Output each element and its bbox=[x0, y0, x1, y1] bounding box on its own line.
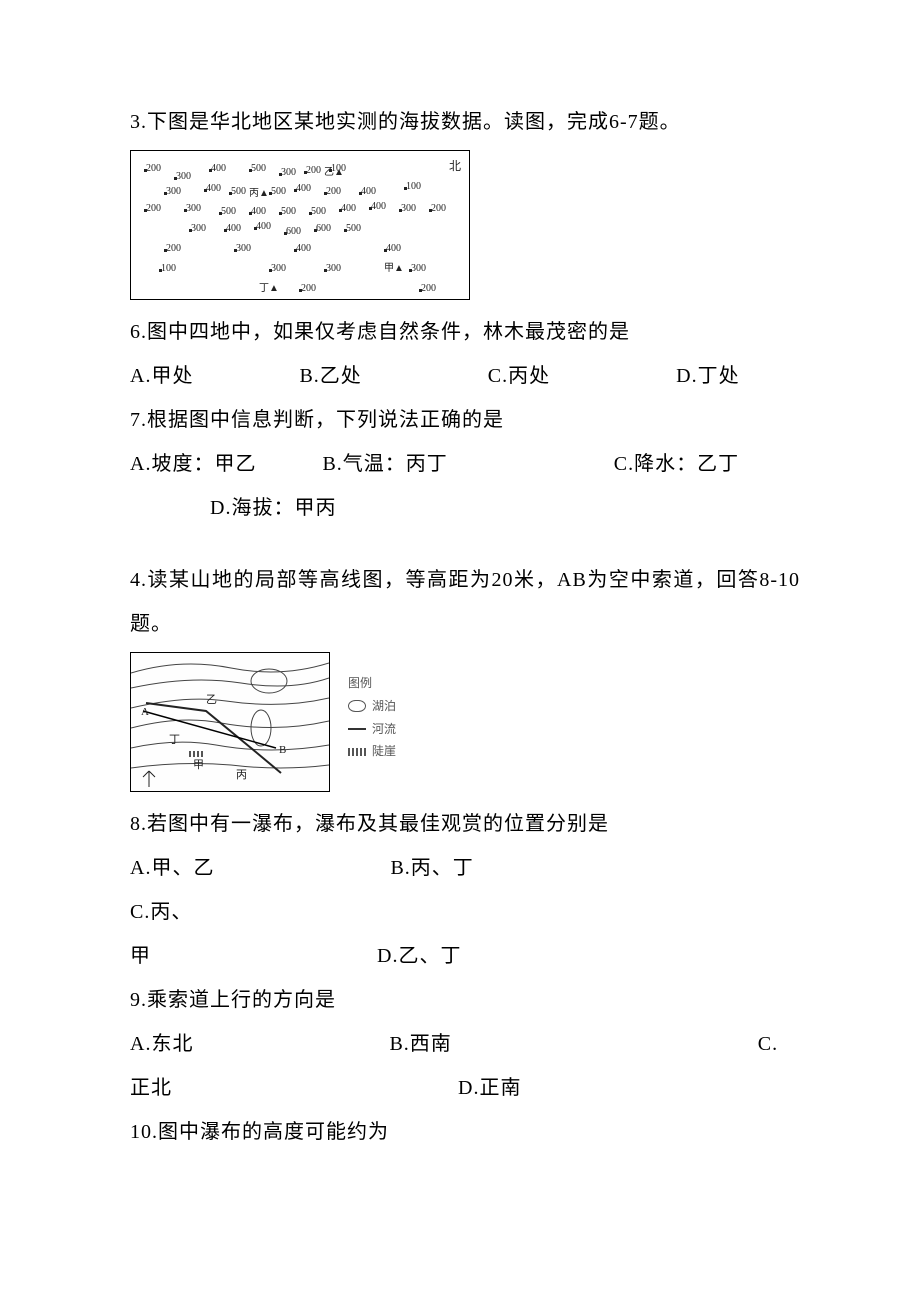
elevation-value: 400 bbox=[341, 203, 356, 214]
legend-lake: 湖泊 bbox=[372, 695, 396, 718]
north-label: 北 bbox=[449, 157, 461, 174]
q8-options-1: A.甲、乙 B.丙、丁 C.丙、 bbox=[130, 846, 800, 934]
q6-opt-a[interactable]: A.甲处 bbox=[130, 354, 193, 398]
q3-stem: 3.下图是华北地区某地实测的海拔数据。读图，完成6-7题。 bbox=[130, 100, 800, 144]
q6-opt-d[interactable]: D.丁处 bbox=[676, 354, 739, 398]
elevation-value: 200 bbox=[166, 243, 181, 254]
q8-opt-d[interactable]: D.乙、丁 bbox=[377, 934, 461, 978]
q9-options-1: A.东北 B.西南 C. bbox=[130, 1022, 800, 1066]
q7-opt-c[interactable]: C.降水：乙丁 bbox=[614, 442, 739, 486]
elevation-value: 400 bbox=[361, 186, 376, 197]
q6-stem: 6.图中四地中，如果仅考虑自然条件，林木最茂密的是 bbox=[130, 310, 800, 354]
elevation-value: 600 bbox=[286, 226, 301, 237]
elevation-value: 200 bbox=[306, 165, 321, 176]
fig2-label-b: B bbox=[279, 744, 286, 756]
elevation-value: 300 bbox=[176, 171, 191, 182]
fig2-label-a: A bbox=[141, 706, 149, 718]
q6-options: A.甲处 B.乙处 C.丙处 D.丁处 bbox=[130, 354, 800, 398]
q8-stem: 8.若图中有一瀑布，瀑布及其最佳观赏的位置分别是 bbox=[130, 802, 800, 846]
elevation-value: 300 bbox=[166, 186, 181, 197]
elevation-value: 300 bbox=[281, 167, 296, 178]
lake-icon bbox=[348, 700, 366, 712]
marker-triangle: 甲▲ bbox=[384, 259, 404, 274]
elevation-value: 500 bbox=[231, 186, 246, 197]
elevation-value: 300 bbox=[236, 243, 251, 254]
elevation-value: 200 bbox=[146, 203, 161, 214]
elevation-value: 100 bbox=[406, 181, 421, 192]
legend-cliff: 陡崖 bbox=[372, 740, 396, 763]
elevation-value: 500 bbox=[271, 186, 286, 197]
elevation-value: 300 bbox=[401, 203, 416, 214]
fig2-label-yi: 乙 bbox=[206, 693, 217, 706]
elevation-value: 300 bbox=[326, 263, 341, 274]
q7-opt-a[interactable]: A.坡度：甲乙 bbox=[130, 442, 256, 486]
cliff-icon bbox=[348, 748, 366, 756]
fig2-label-jia: 甲 bbox=[193, 759, 204, 771]
elevation-value: 500 bbox=[251, 163, 266, 174]
legend-river: 河流 bbox=[372, 718, 396, 741]
elevation-value: 400 bbox=[296, 243, 311, 254]
elevation-value: 400 bbox=[226, 223, 241, 234]
q6-opt-c[interactable]: C.丙处 bbox=[488, 354, 550, 398]
elevation-value: 200 bbox=[301, 283, 316, 294]
q8-opt-c-prefix[interactable]: C.丙、 bbox=[130, 890, 192, 934]
elevation-value: 200 bbox=[431, 203, 446, 214]
q8-opt-c-suffix[interactable]: 甲 bbox=[130, 934, 151, 978]
elevation-value: 400 bbox=[251, 206, 266, 217]
q4-stem: 4.读某山地的局部等高线图，等高距为20米，AB为空中索道，回答8-10题。 bbox=[130, 558, 800, 646]
river-icon bbox=[348, 728, 366, 730]
elevation-value: 300 bbox=[191, 223, 206, 234]
q10-stem: 10.图中瀑布的高度可能约为 bbox=[130, 1110, 800, 1154]
elevation-value: 500 bbox=[281, 206, 296, 217]
marker-triangle: 丙▲ bbox=[249, 184, 269, 199]
elevation-value: 400 bbox=[256, 221, 271, 232]
q3-figure: 北 200300400500300200乙▲100300400500丙▲5004… bbox=[130, 150, 470, 300]
elevation-value: 300 bbox=[186, 203, 201, 214]
q7-options-2: D.海拔：甲丙 bbox=[130, 486, 800, 530]
fig2-label-bing: 丙 bbox=[236, 769, 247, 781]
q9-opt-c-suffix[interactable]: 正北 bbox=[130, 1066, 172, 1110]
elevation-value: 300 bbox=[271, 263, 286, 274]
fig2-label-ding: 丁 bbox=[169, 734, 180, 746]
elevation-value: 400 bbox=[211, 163, 226, 174]
q4-figure: A B 乙 甲 丙 丁 bbox=[130, 652, 330, 792]
q6-opt-b[interactable]: B.乙处 bbox=[299, 354, 361, 398]
q9-stem: 9.乘索道上行的方向是 bbox=[130, 978, 800, 1022]
elevation-value: 400 bbox=[296, 183, 311, 194]
elevation-value: 100 bbox=[161, 263, 176, 274]
elevation-value: 100 bbox=[331, 163, 346, 174]
q4-legend: 图例 湖泊 河流 陡崖 bbox=[348, 652, 396, 763]
elevation-value: 500 bbox=[346, 223, 361, 234]
q7-opt-d[interactable]: D.海拔：甲丙 bbox=[210, 486, 336, 530]
q8-options-2: 甲 D.乙、丁 bbox=[130, 934, 800, 978]
q9-opt-d[interactable]: D.正南 bbox=[458, 1066, 521, 1110]
legend-title: 图例 bbox=[348, 672, 396, 695]
q8-opt-a[interactable]: A.甲、乙 bbox=[130, 846, 214, 890]
q9-opt-a[interactable]: A.东北 bbox=[130, 1022, 193, 1066]
elevation-value: 500 bbox=[311, 206, 326, 217]
q7-opt-b[interactable]: B.气温：丙丁 bbox=[322, 442, 447, 486]
q9-opt-b[interactable]: B.西南 bbox=[389, 1022, 451, 1066]
elevation-value: 200 bbox=[421, 283, 436, 294]
q8-opt-b[interactable]: B.丙、丁 bbox=[390, 846, 473, 890]
q9-opt-c-prefix[interactable]: C. bbox=[758, 1022, 778, 1066]
elevation-value: 200 bbox=[146, 163, 161, 174]
q7-stem: 7.根据图中信息判断，下列说法正确的是 bbox=[130, 398, 800, 442]
marker-triangle: 丁▲ bbox=[259, 279, 279, 294]
elevation-value: 300 bbox=[411, 263, 426, 274]
elevation-value: 500 bbox=[221, 206, 236, 217]
elevation-value: 600 bbox=[316, 223, 331, 234]
elevation-value: 400 bbox=[206, 183, 221, 194]
q7-options-1: A.坡度：甲乙 B.气温：丙丁 C.降水：乙丁 bbox=[130, 442, 800, 486]
q9-options-2: 正北 D.正南 bbox=[130, 1066, 800, 1110]
elevation-value: 400 bbox=[386, 243, 401, 254]
elevation-value: 400 bbox=[371, 201, 386, 212]
elevation-value: 200 bbox=[326, 186, 341, 197]
